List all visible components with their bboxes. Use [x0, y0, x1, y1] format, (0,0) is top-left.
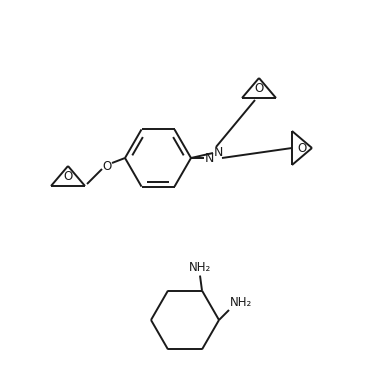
Text: O: O: [254, 82, 263, 94]
Text: O: O: [102, 160, 112, 172]
Text: NH₂: NH₂: [189, 261, 211, 274]
Text: N: N: [204, 152, 214, 164]
Text: NH₂: NH₂: [230, 296, 252, 308]
Text: O: O: [63, 169, 72, 183]
Text: N: N: [213, 147, 223, 160]
Text: O: O: [297, 141, 307, 155]
